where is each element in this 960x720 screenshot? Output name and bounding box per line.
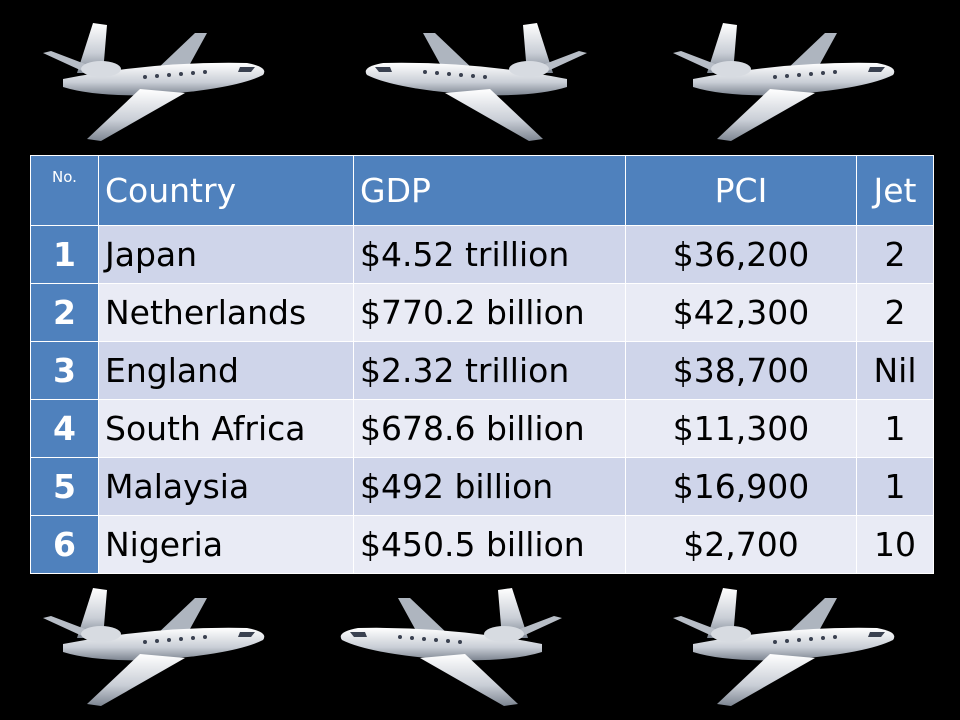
row-number: 4 [30, 399, 99, 458]
row-number: 1 [30, 225, 99, 284]
header-cell: PCI [625, 155, 857, 226]
table-cell: England [98, 341, 354, 400]
table-cell: 2 [856, 225, 934, 284]
data-table: No. Country GDP PCI Jet 1 Japan $4.52 trillion… [30, 155, 934, 574]
header-cell: No. [30, 155, 99, 226]
table-cell: 1 [856, 399, 934, 458]
table-cell: $16,900 [625, 457, 857, 516]
table-cell: $770.2 billion [353, 283, 626, 342]
table-cell: $2.32 trillion [353, 341, 626, 400]
header-cell: Jet [856, 155, 934, 226]
header-cell: GDP [353, 155, 626, 226]
header-row: No. Country GDP PCI Jet [30, 155, 934, 226]
table-cell: $450.5 billion [353, 515, 626, 574]
table-cell: $36,200 [625, 225, 857, 284]
table-cell: 1 [856, 457, 934, 516]
row-number: 6 [30, 515, 99, 574]
table-cell: $2,700 [625, 515, 857, 574]
table-cell: $678.6 billion [353, 399, 626, 458]
table-row: 1 Japan $4.52 trillion $36,200 2 [30, 225, 934, 284]
table-row: 4 South Africa $678.6 billion $11,300 1 [30, 399, 934, 458]
table-cell: $42,300 [625, 283, 857, 342]
row-number: 2 [30, 283, 99, 342]
table-body: 1 Japan $4.52 trillion $36,200 2 2 Netherlands… [30, 225, 934, 574]
row-number: 5 [30, 457, 99, 516]
table-cell: Netherlands [98, 283, 354, 342]
table-cell: Nil [856, 341, 934, 400]
table-cell: Japan [98, 225, 354, 284]
table-row: 2 Netherlands $770.2 billion $42,300 2 [30, 283, 934, 342]
table-cell: $38,700 [625, 341, 857, 400]
table-cell: $492 billion [353, 457, 626, 516]
table-cell: Malaysia [98, 457, 354, 516]
table-row: 3 England $2.32 trillion $38,700 Nil [30, 341, 934, 400]
table-cell: Nigeria [98, 515, 354, 574]
table-cell: $4.52 trillion [353, 225, 626, 284]
table-cell: 2 [856, 283, 934, 342]
row-number: 3 [30, 341, 99, 400]
table-cell: South Africa [98, 399, 354, 458]
table-row: 6 Nigeria $450.5 billion $2,700 10 [30, 515, 934, 574]
table-cell: $11,300 [625, 399, 857, 458]
table-row: 5 Malaysia $492 billion $16,900 1 [30, 457, 934, 516]
header-cell: Country [98, 155, 354, 226]
table-cell: 10 [856, 515, 934, 574]
